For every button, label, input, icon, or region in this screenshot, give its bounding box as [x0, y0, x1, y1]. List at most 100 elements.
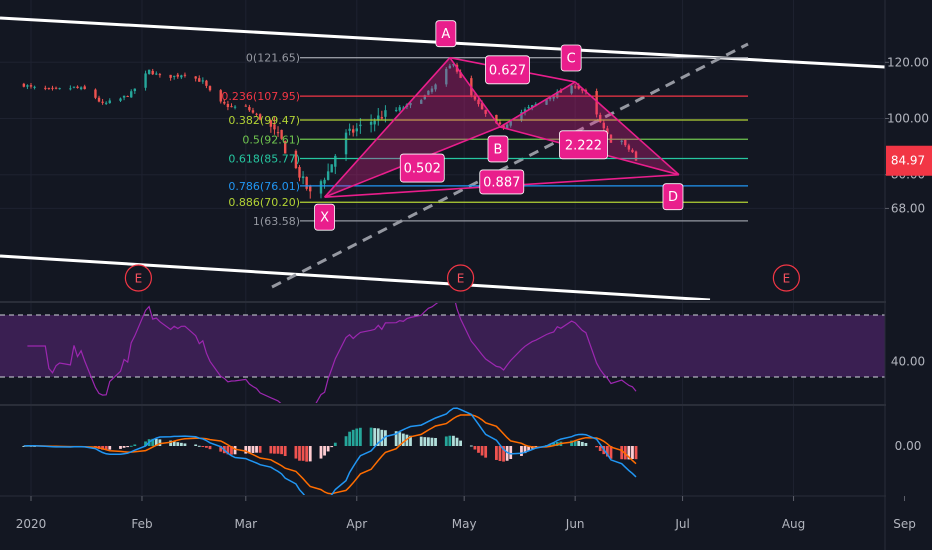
candle[interactable]	[359, 118, 362, 134]
candle[interactable]	[595, 88, 598, 118]
candle[interactable]	[394, 107, 398, 113]
ratio-label[interactable]: 2.222	[559, 130, 608, 160]
ratio-label[interactable]: 0.627	[485, 55, 530, 85]
candle[interactable]	[22, 82, 26, 88]
candle[interactable]	[602, 120, 605, 131]
candle[interactable]	[101, 98, 104, 105]
pattern-leg-bc[interactable]	[499, 81, 576, 128]
candle[interactable]	[180, 74, 183, 80]
candle[interactable]	[223, 99, 226, 105]
candle[interactable]	[509, 120, 512, 128]
earnings-marker[interactable]: E	[447, 264, 475, 292]
candle[interactable]	[326, 163, 330, 181]
candle[interactable]	[556, 89, 559, 99]
current-price-badge[interactable]: 84.97	[886, 145, 932, 176]
candle[interactable]	[72, 86, 76, 89]
earnings-marker[interactable]: E	[772, 264, 800, 292]
candle[interactable]	[624, 139, 627, 147]
candle[interactable]	[147, 69, 151, 75]
candle[interactable]	[273, 117, 276, 135]
candle[interactable]	[484, 109, 487, 117]
candle[interactable]	[108, 98, 111, 104]
candle[interactable]	[194, 76, 197, 82]
candle[interactable]	[355, 123, 358, 137]
candle[interactable]	[323, 177, 326, 189]
pattern-point-c[interactable]: C	[560, 44, 582, 72]
candle[interactable]	[76, 85, 79, 89]
candle[interactable]	[309, 184, 312, 199]
candle[interactable]	[69, 85, 72, 91]
ratio-label[interactable]: 0.502	[399, 153, 445, 183]
candle[interactable]	[94, 88, 97, 100]
candle[interactable]	[248, 104, 251, 112]
candle[interactable]	[83, 84, 86, 90]
candle[interactable]	[104, 101, 108, 105]
candle[interactable]	[230, 103, 233, 108]
candle[interactable]	[448, 63, 452, 69]
macd-line[interactable]	[23, 407, 637, 502]
candle[interactable]	[169, 74, 172, 81]
pattern-leg-xa[interactable]	[323, 57, 451, 198]
candle[interactable]	[79, 86, 83, 91]
candle[interactable]	[226, 100, 230, 111]
candle[interactable]	[330, 164, 333, 173]
candle[interactable]	[97, 95, 101, 103]
candle[interactable]	[294, 149, 298, 170]
candle[interactable]	[305, 176, 308, 191]
candle[interactable]	[369, 114, 373, 133]
ratio-label[interactable]: 0.887	[479, 169, 525, 195]
candle[interactable]	[348, 123, 351, 136]
candle[interactable]	[205, 79, 208, 89]
candle[interactable]	[452, 63, 455, 68]
dashed-trend-line[interactable]	[271, 42, 749, 289]
candle[interactable]	[280, 129, 283, 140]
candle[interactable]	[155, 71, 158, 76]
candle[interactable]	[634, 150, 638, 161]
pattern-leg-cd[interactable]	[574, 81, 680, 176]
harmonic-pattern[interactable]: X A B C D 0.627 0.502 0.887 2.222	[314, 20, 684, 231]
candle[interactable]	[258, 113, 262, 121]
candle[interactable]	[33, 85, 36, 90]
candle[interactable]	[208, 85, 212, 92]
rsi-line[interactable]	[27, 294, 637, 413]
candle[interactable]	[631, 148, 634, 153]
candle[interactable]	[144, 70, 147, 91]
candle[interactable]	[298, 165, 301, 182]
candle[interactable]	[201, 77, 205, 84]
pattern-point-x[interactable]: X	[314, 203, 335, 231]
candle[interactable]	[119, 97, 122, 103]
candle[interactable]	[44, 85, 47, 91]
macd-pane[interactable]	[22, 407, 638, 502]
candle[interactable]	[352, 125, 355, 137]
candle[interactable]	[158, 72, 162, 78]
pattern-leg-ab[interactable]	[449, 57, 501, 128]
candle[interactable]	[269, 119, 273, 133]
candle[interactable]	[151, 68, 154, 75]
candle[interactable]	[599, 112, 602, 123]
fib-retracement[interactable]: 0(121.65) 0.236(107.95) 0.382(99.47) 0.5(92…	[221, 52, 748, 228]
candle[interactable]	[420, 98, 423, 104]
candle[interactable]	[122, 95, 126, 101]
pattern-point-b[interactable]: B	[487, 135, 509, 163]
lower-channel-line[interactable]	[0, 254, 711, 300]
candle[interactable]	[427, 90, 430, 96]
candle[interactable]	[409, 101, 412, 109]
candle[interactable]	[573, 84, 577, 89]
candle[interactable]	[219, 89, 222, 104]
candle[interactable]	[334, 154, 337, 174]
candle[interactable]	[47, 87, 51, 90]
candle[interactable]	[570, 83, 573, 95]
candle[interactable]	[130, 89, 133, 98]
earnings-marker[interactable]: E	[124, 264, 152, 292]
candle[interactable]	[26, 84, 29, 90]
candle[interactable]	[398, 105, 401, 112]
candle[interactable]	[176, 72, 179, 79]
candle[interactable]	[380, 110, 384, 120]
macd-signal-line[interactable]	[23, 414, 637, 495]
candle[interactable]	[276, 126, 280, 137]
candle[interactable]	[244, 104, 247, 107]
candle[interactable]	[183, 72, 187, 78]
candle[interactable]	[133, 88, 137, 94]
candle[interactable]	[251, 107, 255, 114]
